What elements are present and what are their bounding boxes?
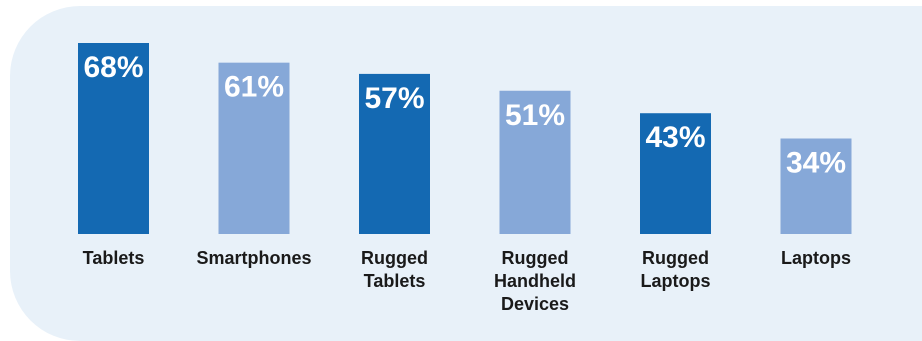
bar-value-label-3: 51% [505, 99, 565, 132]
category-label-2-line-0: Rugged [361, 248, 428, 268]
bar-1 [218, 62, 290, 234]
bar-value-label-0: 68% [83, 51, 143, 84]
chart-background-panel [10, 6, 922, 341]
bar-value-label-2: 57% [364, 82, 424, 115]
category-label-2-line-1: Tablets [364, 271, 426, 291]
category-label-3-line-0: Rugged [502, 248, 569, 268]
bar-2 [359, 73, 430, 234]
category-label-4-line-1: Laptops [641, 271, 711, 291]
category-label-3-line-1: Handheld [494, 271, 576, 291]
category-label-5-line-0: Laptops [781, 248, 851, 268]
bar-value-label-5: 34% [786, 147, 846, 180]
bar-value-label-1: 61% [224, 71, 284, 104]
bar-0 [78, 43, 149, 234]
category-label-0-line-0: Tablets [83, 248, 145, 268]
bar-value-label-4: 43% [645, 121, 705, 154]
bar-5 [780, 138, 852, 234]
category-label-1-line-0: Smartphones [196, 248, 311, 268]
category-label-3-line-2: Devices [501, 294, 569, 314]
bar-4 [640, 113, 711, 234]
category-label-4-line-0: Rugged [642, 248, 709, 268]
bar-3 [499, 90, 571, 234]
